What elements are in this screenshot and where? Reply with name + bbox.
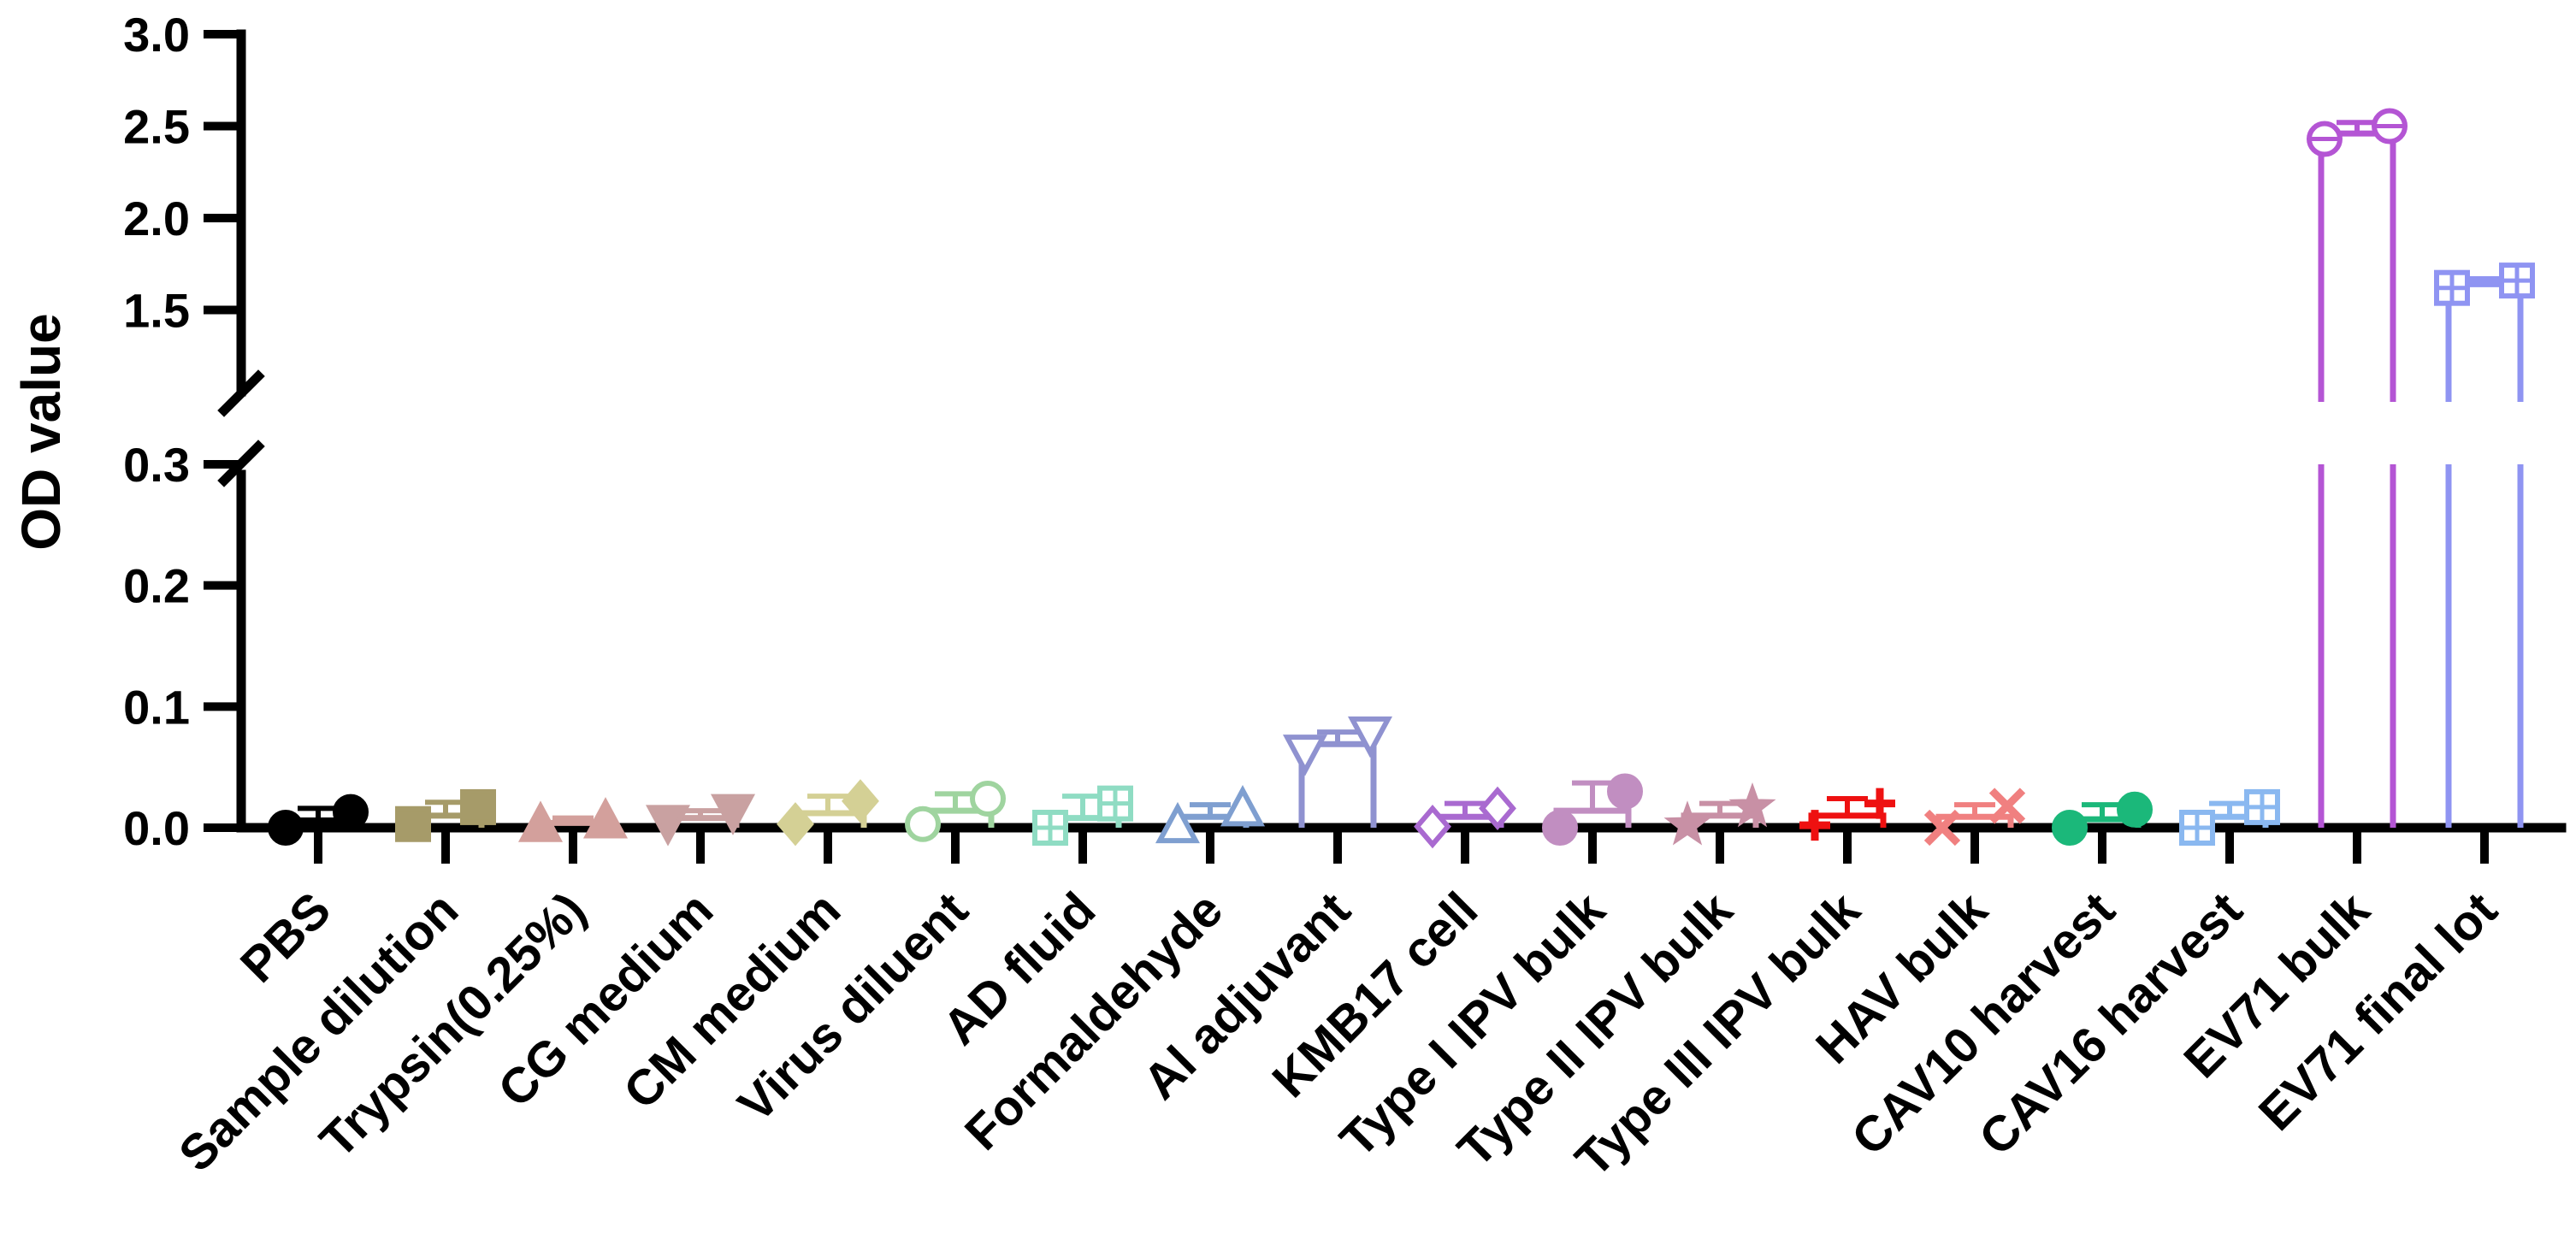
data-point <box>1923 809 1961 847</box>
y-tick-label: 1.5 <box>123 284 190 338</box>
data-point <box>777 802 814 847</box>
bar-group-12 <box>1799 788 1895 841</box>
data-point <box>1155 801 1201 844</box>
data-point <box>1988 788 2026 824</box>
data-point <box>1479 786 1516 830</box>
bar-group-0 <box>268 794 369 846</box>
bar-group-3 <box>645 794 756 847</box>
bar-group-16 <box>2307 108 2408 828</box>
data-point <box>1414 804 1451 849</box>
bar-group-13 <box>1923 788 2026 847</box>
data-point <box>645 805 691 847</box>
bar-group-11 <box>1663 782 1776 846</box>
data-point <box>970 781 1006 817</box>
data-point <box>1663 800 1711 846</box>
bar-group-7 <box>1155 785 1266 844</box>
bar-group-4 <box>777 779 879 847</box>
data-point <box>842 779 879 823</box>
bar-group-2 <box>517 797 629 842</box>
y-tick-label: 0.2 <box>123 559 190 613</box>
data-point <box>1220 785 1266 827</box>
data-point <box>517 800 564 842</box>
bar-group-8 <box>1282 716 1393 828</box>
data-point <box>905 805 941 842</box>
y-tick-label: 0.0 <box>123 801 190 855</box>
data-point <box>1282 735 1328 776</box>
data-point <box>582 797 629 839</box>
data-point <box>2117 791 2153 828</box>
data-point <box>2052 810 2088 846</box>
bar-group-14 <box>2052 791 2153 846</box>
data-point <box>1799 810 1830 841</box>
data-point <box>268 810 304 846</box>
bar-group-10 <box>1542 773 1643 846</box>
bar-group-6 <box>1032 785 1133 846</box>
y-ticks: 0.0 0.1 0.2 0.3 1.5 2.0 2.5 3.0 <box>123 8 241 855</box>
axis-break-mark <box>217 369 265 417</box>
data-point <box>1728 782 1776 828</box>
bars <box>268 108 2535 849</box>
y-axis-title: OD value <box>10 313 72 550</box>
bar-group-15 <box>2179 788 2280 846</box>
bar-group-5 <box>905 781 1006 842</box>
data-point <box>333 794 369 830</box>
y-tick-label: 3.0 <box>123 8 190 62</box>
y-tick-label: 0.1 <box>123 680 190 734</box>
data-point <box>1864 788 1895 819</box>
y-tick-label: 0.3 <box>123 438 190 492</box>
bar-group-1 <box>395 788 496 842</box>
y-tick-label: 2.5 <box>123 100 190 154</box>
bar-group-17 <box>2434 263 2535 828</box>
data-point <box>395 805 431 842</box>
data-point <box>460 788 496 825</box>
y-tick-label: 2.0 <box>123 192 190 245</box>
axes <box>217 29 2567 833</box>
data-point <box>1347 716 1393 758</box>
bar-group-9 <box>1414 786 1516 849</box>
data-point <box>710 794 756 835</box>
x-category-label: PBS <box>230 882 341 993</box>
bar <box>2318 130 2396 402</box>
